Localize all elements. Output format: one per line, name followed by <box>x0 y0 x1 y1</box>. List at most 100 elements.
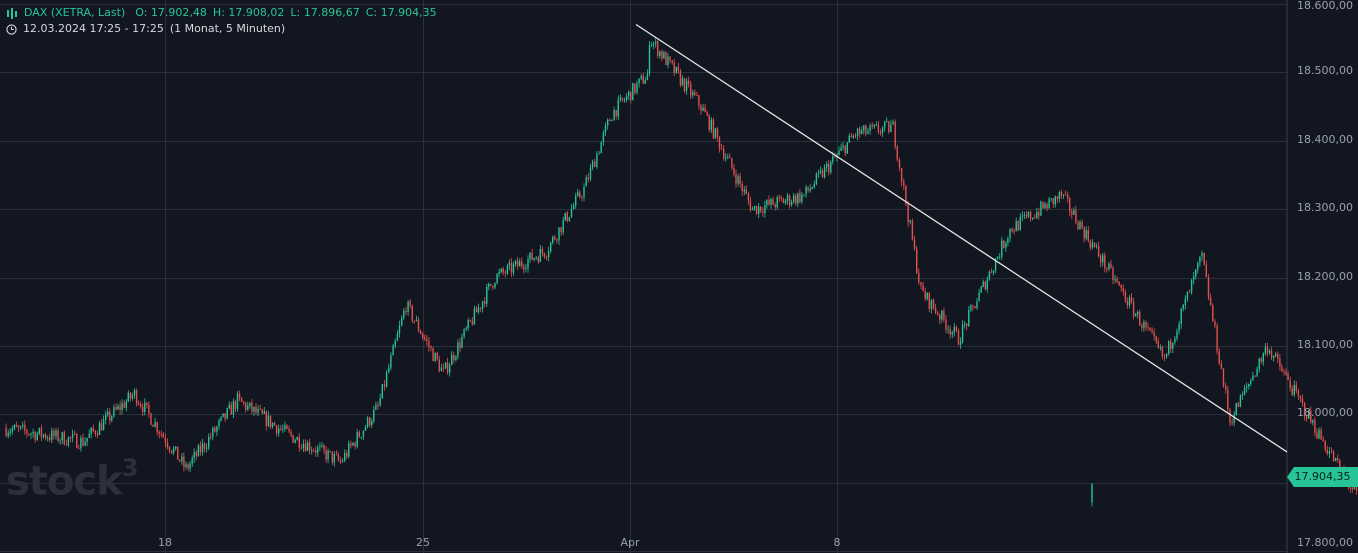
candle-body <box>67 437 70 446</box>
candle-body <box>61 432 63 441</box>
legend-high: H: 17.908,02 <box>212 6 285 19</box>
candle-body <box>1332 451 1335 461</box>
candle-body <box>913 239 916 249</box>
candle-body <box>385 372 388 387</box>
candle-body <box>1237 403 1239 408</box>
candle-body <box>417 319 420 331</box>
candle-body <box>210 436 212 438</box>
candle-body <box>22 424 24 427</box>
candle-body <box>298 437 300 448</box>
candle-body <box>1295 384 1297 391</box>
candle-body <box>286 425 288 429</box>
candle-body <box>158 432 160 434</box>
candle-body <box>177 446 179 460</box>
candle-body <box>1330 451 1333 453</box>
candle-body <box>596 153 598 167</box>
candle-body <box>554 236 556 240</box>
candle-body <box>471 321 473 325</box>
candle-body <box>201 443 204 453</box>
candle-body <box>545 256 548 258</box>
candle-body <box>790 202 793 205</box>
candle-body <box>1062 194 1065 196</box>
candle-body <box>69 437 72 439</box>
candle-body <box>673 62 675 73</box>
candle-body <box>80 437 82 449</box>
candle-body <box>916 248 918 273</box>
chart-legend: DAX (XETRA, Last) O: 17.902,48 H: 17.908… <box>6 5 437 37</box>
candle-body <box>939 314 941 320</box>
candle-body <box>261 409 263 414</box>
candle-body <box>892 121 894 125</box>
candle-body <box>854 135 857 137</box>
candle-body <box>994 258 997 271</box>
candle-body <box>55 430 57 437</box>
candle-body <box>905 185 907 205</box>
legend-time-row: 12.03.2024 17:25 - 17:25 (1 Monat, 5 Min… <box>6 21 437 37</box>
candle-body <box>972 305 974 307</box>
clock-icon <box>6 23 17 35</box>
candle-body <box>90 427 92 434</box>
candle-body <box>280 428 282 430</box>
candle-body <box>36 433 38 440</box>
candle-body <box>335 454 338 455</box>
candle-body <box>558 227 560 241</box>
candle-body <box>848 135 850 143</box>
candle-body <box>712 119 715 139</box>
candle-body <box>1262 353 1264 362</box>
candle-body <box>292 435 294 443</box>
candle-body <box>890 124 892 133</box>
candle-body <box>438 359 440 371</box>
candle-body <box>1130 297 1133 302</box>
candle-body <box>1260 358 1262 362</box>
candle-body <box>1203 252 1205 265</box>
candle-body <box>1190 279 1193 293</box>
candle-body <box>1186 291 1189 299</box>
candle-body <box>884 121 886 128</box>
candle-body <box>486 287 488 304</box>
candle-body <box>1233 415 1235 423</box>
candle-body <box>205 447 208 449</box>
candle-body <box>961 324 964 342</box>
candle-body <box>1019 216 1021 230</box>
candle-body <box>185 464 187 467</box>
candle-body <box>1163 356 1166 357</box>
candle-body <box>152 424 154 427</box>
candle-body <box>1071 211 1073 215</box>
candle-body <box>772 198 774 205</box>
candle-body <box>373 409 375 422</box>
candle-body <box>607 119 609 126</box>
candle-body <box>1322 439 1324 442</box>
candle-body <box>1205 264 1207 278</box>
candle-body <box>525 268 527 270</box>
candle-body <box>469 320 471 321</box>
trendline[interactable] <box>635 23 1288 453</box>
candle-body <box>1281 366 1283 372</box>
candle-body <box>273 422 276 426</box>
candle-body <box>224 413 226 419</box>
candle-body <box>455 356 457 360</box>
price-tick-label: 18.000,00 <box>1297 406 1353 420</box>
candle-body <box>1017 221 1019 231</box>
candle-body <box>1220 363 1223 369</box>
candle-body <box>1218 351 1220 364</box>
candle-body <box>617 99 619 117</box>
candle-body <box>434 352 436 361</box>
candle-body <box>477 307 480 313</box>
candle-body <box>523 266 525 270</box>
candle-body <box>675 66 677 73</box>
candle-body <box>379 398 381 406</box>
candle-body <box>398 325 401 334</box>
candle-body <box>88 433 90 438</box>
candle-body <box>360 436 362 438</box>
candle-body <box>413 320 415 322</box>
candle-body <box>432 348 434 361</box>
candle-body <box>793 195 795 203</box>
candle-body <box>718 137 721 149</box>
candle-body <box>1168 341 1170 354</box>
candle-body <box>1258 358 1260 369</box>
candle-body <box>183 456 185 467</box>
candle-body <box>865 125 867 134</box>
candle-body <box>9 431 11 433</box>
candle-body <box>753 206 756 209</box>
candle-body <box>869 125 871 132</box>
